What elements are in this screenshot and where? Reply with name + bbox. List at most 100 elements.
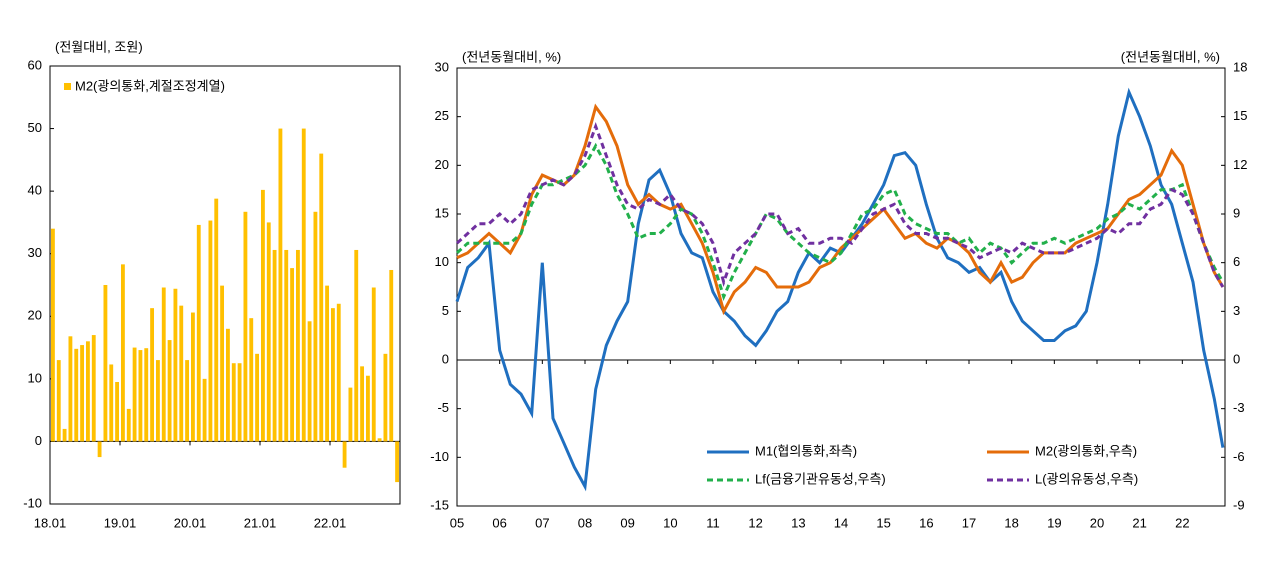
bar xyxy=(208,220,213,442)
legend-label: M2(광의통화,우측) xyxy=(1035,443,1137,458)
bar xyxy=(109,364,114,442)
bar xyxy=(132,347,137,442)
y-tick-label: 15 xyxy=(1233,108,1247,123)
y2-axis-label: (전년동월대비, %) xyxy=(1121,49,1220,64)
bar xyxy=(161,287,166,442)
bar xyxy=(214,198,219,442)
y-axis-label: (전월대비, 조원) xyxy=(55,39,143,54)
x-tick-label: 13 xyxy=(791,515,805,530)
legend-label: M1(협의통화,좌측) xyxy=(755,443,857,458)
series-line xyxy=(455,122,1225,288)
y-tick-label: -5 xyxy=(437,400,449,415)
bar xyxy=(237,363,242,442)
bar xyxy=(115,381,120,442)
bar xyxy=(278,128,283,442)
bar xyxy=(284,249,289,442)
bar xyxy=(231,363,236,442)
bar xyxy=(348,387,353,442)
x-tick-label: 06 xyxy=(492,515,506,530)
x-tick-label: 14 xyxy=(834,515,848,530)
y-tick-label: 0 xyxy=(442,351,449,366)
bar xyxy=(342,441,347,468)
bar xyxy=(185,360,190,442)
bar xyxy=(325,285,330,442)
x-tick-label: 12 xyxy=(748,515,762,530)
bar xyxy=(91,335,96,442)
x-tick-label: 07 xyxy=(535,515,549,530)
bar xyxy=(295,249,300,442)
bar xyxy=(173,288,178,442)
legend-swatch xyxy=(64,83,71,90)
bar xyxy=(319,153,324,442)
x-tick-label: 22.01 xyxy=(314,515,347,530)
bar xyxy=(97,441,102,458)
bar xyxy=(126,408,131,442)
bar xyxy=(85,341,90,442)
x-tick-label: 19 xyxy=(1047,515,1061,530)
y-tick-label: 15 xyxy=(435,205,449,220)
bar xyxy=(389,269,394,442)
y-tick-label: -6 xyxy=(1233,449,1245,464)
x-tick-label: 21 xyxy=(1132,515,1146,530)
bar xyxy=(377,438,382,442)
bar xyxy=(395,441,400,483)
series-line xyxy=(455,87,1225,492)
bar xyxy=(260,189,265,442)
x-tick-label: 20 xyxy=(1090,515,1104,530)
x-tick-label: 22 xyxy=(1175,515,1189,530)
y-tick-label: 25 xyxy=(435,108,449,123)
x-tick-label: 05 xyxy=(450,515,464,530)
bar xyxy=(290,268,295,442)
x-tick-label: 16 xyxy=(919,515,933,530)
x-tick-label: 09 xyxy=(620,515,634,530)
bar xyxy=(179,305,184,442)
bar xyxy=(167,340,172,442)
bar xyxy=(255,353,260,442)
bar xyxy=(383,353,388,442)
y-axis-label: (전년동월대비, %) xyxy=(462,49,561,64)
y-tick-label: -3 xyxy=(1233,400,1245,415)
y-tick-label: 20 xyxy=(435,157,449,172)
bar xyxy=(330,308,335,442)
y-tick-label: 9 xyxy=(1233,205,1240,220)
bar xyxy=(313,211,318,442)
plot-frame xyxy=(456,67,1226,507)
x-tick-label: 10 xyxy=(663,515,677,530)
bar xyxy=(68,336,73,442)
y-tick-label: -10 xyxy=(430,449,449,464)
bar xyxy=(243,211,248,442)
x-tick-label: 19.01 xyxy=(104,515,137,530)
y-tick-label: 10 xyxy=(28,370,42,385)
bar xyxy=(62,428,67,442)
bar xyxy=(103,285,108,442)
bar xyxy=(150,308,155,442)
bar xyxy=(266,222,271,442)
x-tick-label: 20.01 xyxy=(174,515,207,530)
x-tick-label: 08 xyxy=(578,515,592,530)
series-line xyxy=(456,103,1225,316)
legend-label: M2(광의통화,계절조정계열) xyxy=(75,78,225,93)
x-tick-label: 11 xyxy=(706,515,720,530)
bar xyxy=(120,264,125,442)
bar xyxy=(272,249,277,442)
y-tick-label: -9 xyxy=(1233,497,1245,512)
y-tick-label: 0 xyxy=(1233,351,1240,366)
bar xyxy=(354,249,359,442)
bar xyxy=(196,224,201,442)
x-tick-label: 18 xyxy=(1004,515,1018,530)
bar xyxy=(365,375,370,442)
plot-frame xyxy=(49,65,401,505)
bar xyxy=(144,348,149,442)
bar xyxy=(249,318,254,442)
y-tick-label: 40 xyxy=(28,183,42,198)
bar xyxy=(307,321,312,442)
bar xyxy=(56,360,61,442)
y-tick-label: 30 xyxy=(28,245,42,260)
bar xyxy=(190,312,195,442)
bar xyxy=(80,345,85,442)
y-tick-label: 60 xyxy=(28,57,42,72)
x-tick-label: 15 xyxy=(876,515,890,530)
series-line xyxy=(455,142,1225,301)
